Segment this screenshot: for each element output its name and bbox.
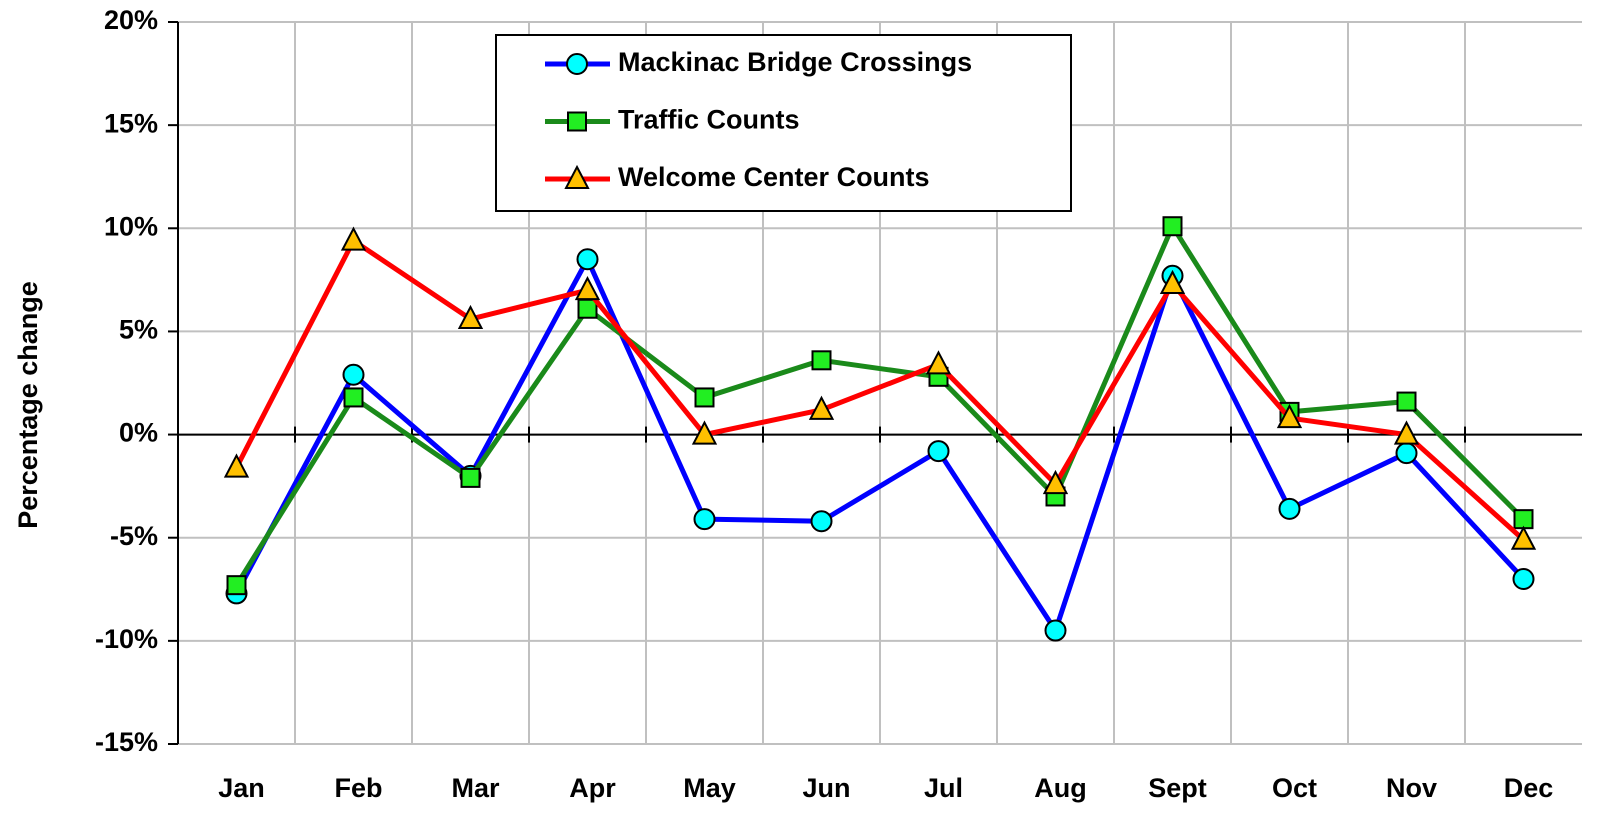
data-point [693, 508, 716, 531]
y-tick-label: -5% [110, 521, 158, 551]
data-point [925, 350, 952, 375]
data-point [1393, 420, 1420, 445]
data-point [1510, 525, 1537, 550]
data-point [226, 575, 247, 596]
series-line [234, 223, 1526, 587]
data-point [340, 226, 367, 251]
legend-marker [567, 111, 587, 132]
data-point [1044, 619, 1067, 642]
x-tick-label: May [683, 773, 736, 803]
data-point [574, 276, 601, 301]
data-point [1512, 567, 1535, 590]
data-point [811, 350, 832, 371]
y-tick-label: -15% [95, 727, 158, 757]
x-tick-label: Aug [1034, 773, 1086, 803]
data-point [927, 440, 950, 463]
x-tick-label: Apr [569, 773, 616, 803]
data-point [577, 298, 598, 319]
y-tick-label: 5% [119, 315, 158, 345]
data-point [1162, 216, 1183, 237]
data-point [694, 387, 715, 408]
y-tick-label: 0% [119, 418, 158, 448]
x-tick-label: Sept [1148, 773, 1207, 803]
y-tick-label: 15% [104, 108, 158, 138]
data-point [576, 248, 599, 271]
data-point [343, 387, 364, 408]
y-tick-label: -10% [95, 624, 158, 654]
data-point [691, 420, 718, 445]
legend-label: Mackinac Bridge Crossings [618, 47, 972, 77]
legend-marker [566, 53, 588, 75]
x-tick-label: Jan [218, 773, 265, 803]
x-tick-label: Mar [451, 773, 500, 803]
data-point [1395, 442, 1418, 465]
legend-label: Welcome Center Counts [618, 162, 930, 192]
data-point [457, 304, 484, 330]
data-point [1513, 509, 1534, 530]
data-point [1278, 497, 1301, 520]
legend-label: Traffic Counts [618, 105, 800, 135]
data-point [1276, 403, 1303, 429]
data-point [460, 467, 481, 488]
x-tick-label: Oct [1272, 773, 1317, 803]
legend-marker [564, 164, 590, 189]
y-axis-label: Percentage change [13, 281, 43, 529]
x-tick-label: Jun [802, 773, 850, 803]
x-tick-label: Nov [1386, 773, 1437, 803]
data-point [1396, 391, 1417, 412]
data-point [1159, 269, 1186, 294]
series-line [234, 256, 1526, 634]
data-point [810, 510, 833, 533]
series-line [234, 238, 1526, 542]
data-point [1042, 469, 1069, 495]
data-point [342, 363, 365, 386]
x-tick-label: Jul [924, 773, 963, 803]
y-tick-label: 20% [104, 5, 158, 35]
data-point [808, 395, 835, 420]
y-tick-label: 10% [104, 211, 158, 241]
x-tick-label: Dec [1504, 773, 1554, 803]
x-tick-label: Feb [334, 773, 382, 803]
data-point [223, 453, 250, 478]
